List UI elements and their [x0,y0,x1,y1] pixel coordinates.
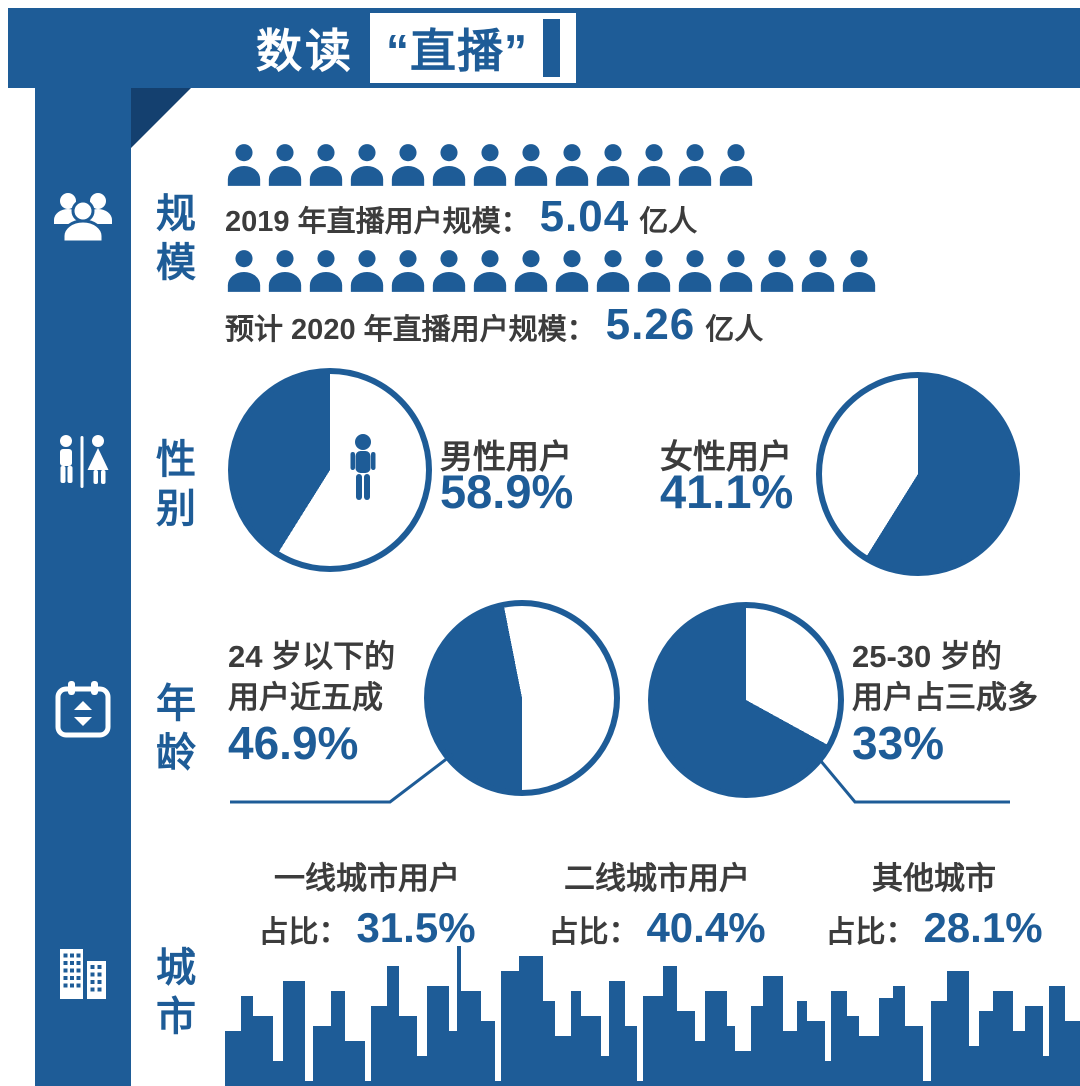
section-label-scale: 规模 [150,192,194,290]
stat-value-2019: 5.04 [539,192,630,241]
male-label: 男性用户 [440,438,572,475]
city-other-label: 其他城市 [872,861,996,896]
person-icon [596,144,630,186]
person-icon [309,144,343,186]
person-icon [391,250,425,292]
age-annotation-lines [230,752,1010,804]
person-icon [555,250,589,292]
person-icon [596,250,630,292]
person-icon [514,144,548,186]
city-other-block: 其他城市 占比： 28.1% [818,853,1050,952]
person-icon [268,250,302,292]
city-tier2-stat: 占比： 40.4% [538,904,776,952]
city-other-stat: 占比： 28.1% [818,904,1050,952]
person-icon [678,144,712,186]
age-25to30-value: 33% [852,717,945,769]
city-tier1-stat: 占比： 31.5% [248,904,486,952]
section-label-age: 年龄 [150,682,194,780]
city-tier1-value: 31.5% [356,904,476,951]
age-under24-value: 46.9% [228,717,359,769]
section-label-city: 城市 [150,946,194,1044]
age-under24-label: 24 岁以下的 用户近五成 [228,636,395,718]
male-figure-icon [350,434,376,500]
age-under24-line1: 24 岁以下的 [228,639,396,674]
buildings-icon [51,942,115,1006]
user-pictogram-row-2019 [225,144,755,186]
female-pie-chart [816,372,1020,576]
person-icon [678,250,712,292]
person-icon [473,250,507,292]
person-icon [432,250,466,292]
stat-line-2020: 预计 2020 年直播用户规模： 5.26 亿人 [225,300,763,350]
city-tier1-prefix: 占比： [258,916,349,949]
person-icon [391,144,425,186]
male-pie-chart [228,368,432,572]
person-icon [801,250,835,292]
age-25to30-pie-chart [648,602,844,798]
person-icon [637,144,671,186]
age-25to30-label: 25-30 岁的 用户占三成多 [852,636,1038,718]
page-title-accent: “直播” [386,25,528,77]
person-icon [760,250,794,292]
person-icon [637,250,671,292]
age-25to30-line2: 用户占三成多 [852,680,1038,715]
people-group-icon [51,184,115,248]
stat-value-2020: 5.26 [605,300,696,349]
page-title: 数读 [256,25,354,77]
stat-line-2019: 2019 年直播用户规模： 5.04 亿人 [225,192,697,242]
city-tier2-value: 40.4% [646,904,766,951]
ribbon-fold [131,88,191,148]
city-tier2-block: 二线城市用户 占比： 40.4% [538,853,776,952]
person-icon [227,144,261,186]
person-icon [719,250,753,292]
person-icon [514,250,548,292]
person-icon [227,250,261,292]
person-icon [432,144,466,186]
city-tier2-label: 二线城市用户 [564,861,750,896]
person-icon [555,144,589,186]
person-icon [842,250,876,292]
age-under24-pie-chart [424,600,620,796]
title-highlight-box: “直播” [370,13,576,83]
person-icon [309,250,343,292]
section-label-gender: 性别 [150,438,194,536]
age-under24-line2: 用户近五成 [228,680,383,715]
calendar-icon [51,678,115,742]
person-icon [473,144,507,186]
city-tier1-block: 一线城市用户 占比： 31.5% [248,853,486,952]
city-tier2-prefix: 占比： [548,916,639,949]
city-tier1-label: 一线城市用户 [274,861,460,896]
male-value: 58.9% [440,465,574,518]
age-25to30-line1: 25-30 岁的 [852,639,1002,674]
female-figure-icon [878,436,906,499]
person-icon [268,144,302,186]
stat-suffix-2020: 亿人 [705,314,764,346]
female-value: 41.1% [660,465,794,518]
female-label: 女性用户 [660,438,792,475]
person-icon [350,144,384,186]
sidebar-column [35,88,131,1086]
user-pictogram-row-2020 [225,250,878,292]
stat-prefix-2019: 2019 年直播用户规模： [225,206,530,238]
restroom-icon [51,432,115,496]
person-icon [350,250,384,292]
city-other-prefix: 占比： [825,916,916,949]
person-icon [719,144,753,186]
stat-prefix-2020: 预计 2020 年直播用户规模： [225,314,596,346]
title-bar-decoration [543,19,560,77]
city-skyline-silhouette [225,946,1080,1086]
city-other-value: 28.1% [923,904,1043,951]
stat-suffix-2019: 亿人 [639,206,698,238]
header-band: 数读 “直播” [8,8,1080,88]
